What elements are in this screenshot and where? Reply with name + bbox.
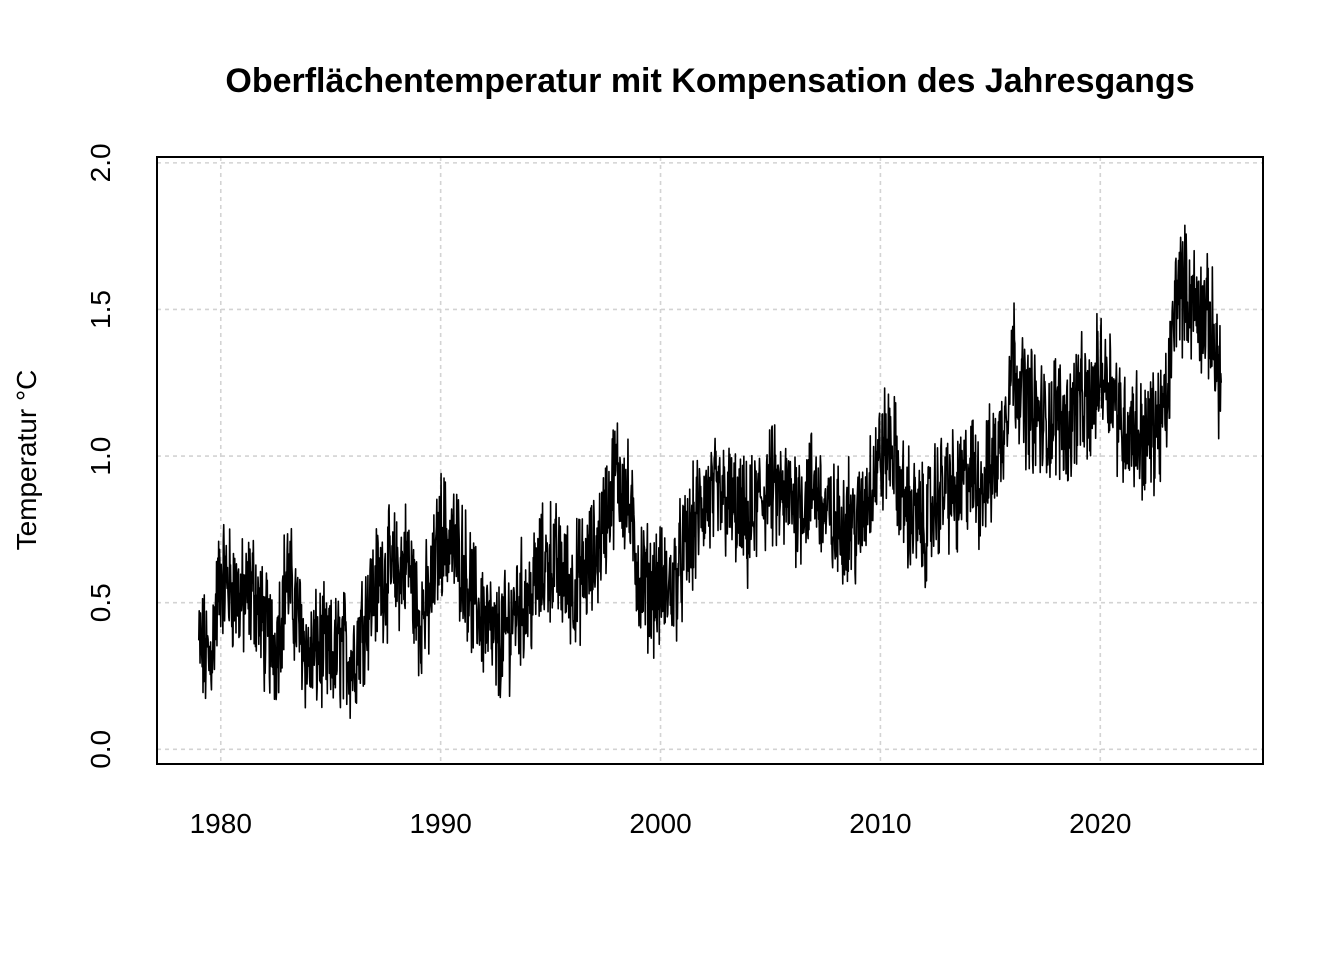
x-tick-label: 1980 xyxy=(190,808,252,839)
y-tick-label: 0.0 xyxy=(85,730,116,769)
y-axis: 0.0 0.5 1.0 1.5 2.0 xyxy=(85,143,116,769)
x-tick-label: 1990 xyxy=(409,808,471,839)
chart-title: Oberflächentemperatur mit Kompensation d… xyxy=(225,62,1194,100)
y-tick-label: 2.0 xyxy=(85,143,116,182)
x-tick-label: 2010 xyxy=(849,808,911,839)
series-layer xyxy=(197,224,1223,720)
grid-layer xyxy=(157,157,1263,764)
x-axis: 1980 1990 2000 2010 2020 xyxy=(190,808,1132,839)
y-tick-label: 1.5 xyxy=(85,290,116,329)
y-tick-label: 0.5 xyxy=(85,583,116,622)
y-axis-label: Temperatur °C xyxy=(11,370,42,551)
x-tick-label: 2000 xyxy=(629,808,691,839)
plot-frame xyxy=(156,156,1264,765)
x-tick-label: 2020 xyxy=(1069,808,1131,839)
y-tick-label: 1.0 xyxy=(85,437,116,476)
temperature-series-line xyxy=(197,224,1223,720)
